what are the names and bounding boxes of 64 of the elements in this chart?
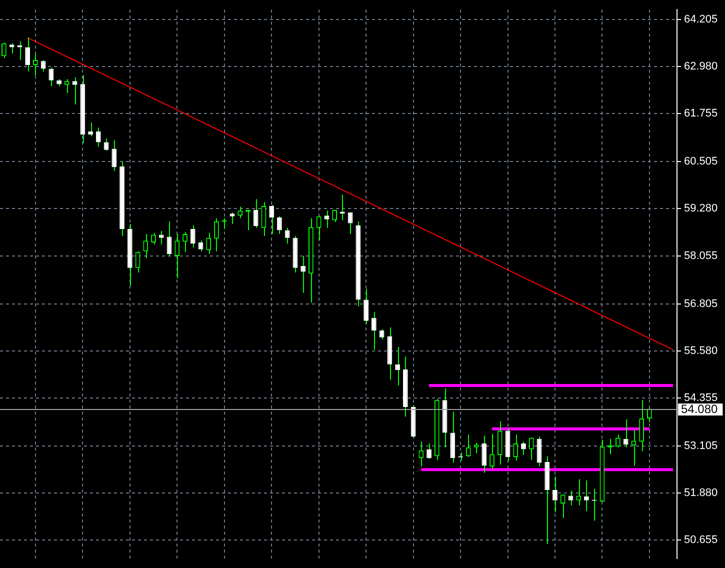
candlestick: [647, 407, 652, 423]
candlestick: [623, 418, 628, 448]
candlestick: [616, 434, 620, 448]
candlestick: [143, 234, 148, 259]
candlestick: [48, 67, 54, 87]
candlestick: [158, 230, 164, 245]
candlestick: [96, 127, 101, 148]
candlestick: [40, 59, 46, 72]
y-tick-label: 55.580: [684, 344, 718, 357]
candlestick: [88, 122, 93, 137]
candlestick: [190, 224, 196, 248]
candlestick: [206, 232, 212, 255]
ref-line-label: 54.080: [681, 402, 718, 416]
y-tick-label: 51.880: [684, 487, 718, 500]
y-tick-label: 60.505: [684, 156, 718, 168]
y-tick-label: 58.055: [684, 250, 718, 262]
candlestick: [576, 478, 582, 506]
candlestick: [104, 138, 109, 152]
candlestick: [395, 346, 400, 386]
candlestick: [316, 216, 322, 242]
candlestick: [584, 480, 589, 512]
candlestick: [112, 140, 117, 172]
candlestick: [364, 288, 368, 324]
y-tick-label: 54.355: [684, 392, 718, 404]
candlestick: [253, 198, 258, 228]
candlestick: [238, 206, 243, 219]
candlestick: [214, 218, 219, 252]
candlestick: [174, 234, 180, 279]
candlestick: [72, 76, 78, 106]
candlestick: [230, 212, 235, 225]
candlestick: [64, 78, 70, 94]
y-tick-label: 53.105: [684, 440, 718, 452]
y-tick-label: 64.205: [684, 13, 718, 26]
y-tick-label: 50.655: [684, 534, 718, 546]
candlestick: [426, 442, 432, 460]
candlestick: [371, 312, 376, 350]
candlestick: [528, 437, 534, 461]
candlestick: [269, 204, 274, 235]
candlestick: [482, 435, 487, 474]
candlestick: [32, 52, 38, 76]
candlestick: [560, 494, 566, 519]
candlestick: [9, 42, 14, 54]
y-tick-label: 61.755: [684, 108, 718, 120]
candlestick: [552, 476, 558, 513]
candlestick: [284, 227, 290, 244]
candlestick: [497, 420, 502, 466]
candlestick: [474, 442, 479, 454]
candlestick: [521, 441, 526, 456]
candlestick: [490, 433, 494, 469]
candlestick: [300, 255, 306, 294]
candlestick: [418, 441, 424, 468]
candlestick: [513, 434, 518, 462]
candlestick: [25, 37, 30, 72]
candlestick: [182, 232, 188, 253]
candlestick: [324, 210, 330, 228]
candlestick: [450, 411, 456, 464]
candlestick: [466, 434, 471, 458]
y-tick-label: 59.280: [684, 202, 718, 215]
candlestick: [639, 400, 644, 452]
y-tick-label: 62.980: [684, 60, 718, 73]
y-tick-label: 56.805: [684, 298, 718, 310]
candlestick: [1, 42, 6, 59]
candlestick: [277, 216, 282, 235]
candlestick: [332, 209, 338, 223]
